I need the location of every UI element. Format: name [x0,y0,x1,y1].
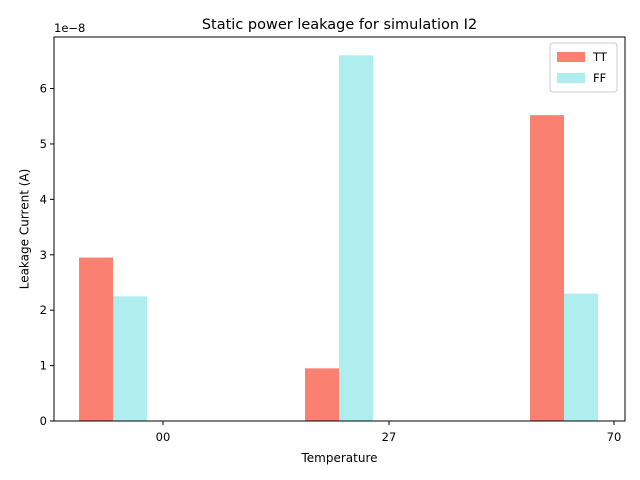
plot-frame [53,36,626,422]
y-tick-label: 2 [40,303,47,317]
legend-swatch-ff [557,73,585,83]
bar-ff-70 [564,293,598,421]
y-scale-multiplier: 1e−8 [54,21,85,35]
y-tick-label: 6 [40,82,47,96]
legend-label-ff: FF [593,71,606,85]
legend-box [549,42,618,93]
bars-layer [79,55,598,422]
y-tick-label: 3 [40,248,47,262]
y-tick-label: 0 [40,414,47,428]
y-tick-label: 4 [40,192,47,206]
bar-tt-27 [305,368,339,421]
y-tick-label: 5 [40,137,47,151]
legend-swatch-tt [557,52,585,62]
x-tick-label: 00 [156,430,171,444]
legend-label-tt: TT [592,50,608,64]
legend: TT FF [549,42,618,93]
y-axis-label: Leakage Current (A) [18,169,32,290]
y-axis: 0 1 2 3 4 5 6 [40,82,54,428]
bar-ff-00 [113,296,147,421]
bar-tt-00 [79,257,113,421]
x-tick-label: 27 [382,430,397,444]
x-axis: 00 27 70 [156,421,622,444]
x-tick-label: 70 [607,430,622,444]
x-axis-label: Temperature [300,451,377,465]
y-tick-label: 1 [40,359,47,373]
bar-tt-70 [530,115,564,421]
chart-title: Static power leakage for simulation I2 [202,17,477,33]
bar-ff-27 [339,55,373,422]
